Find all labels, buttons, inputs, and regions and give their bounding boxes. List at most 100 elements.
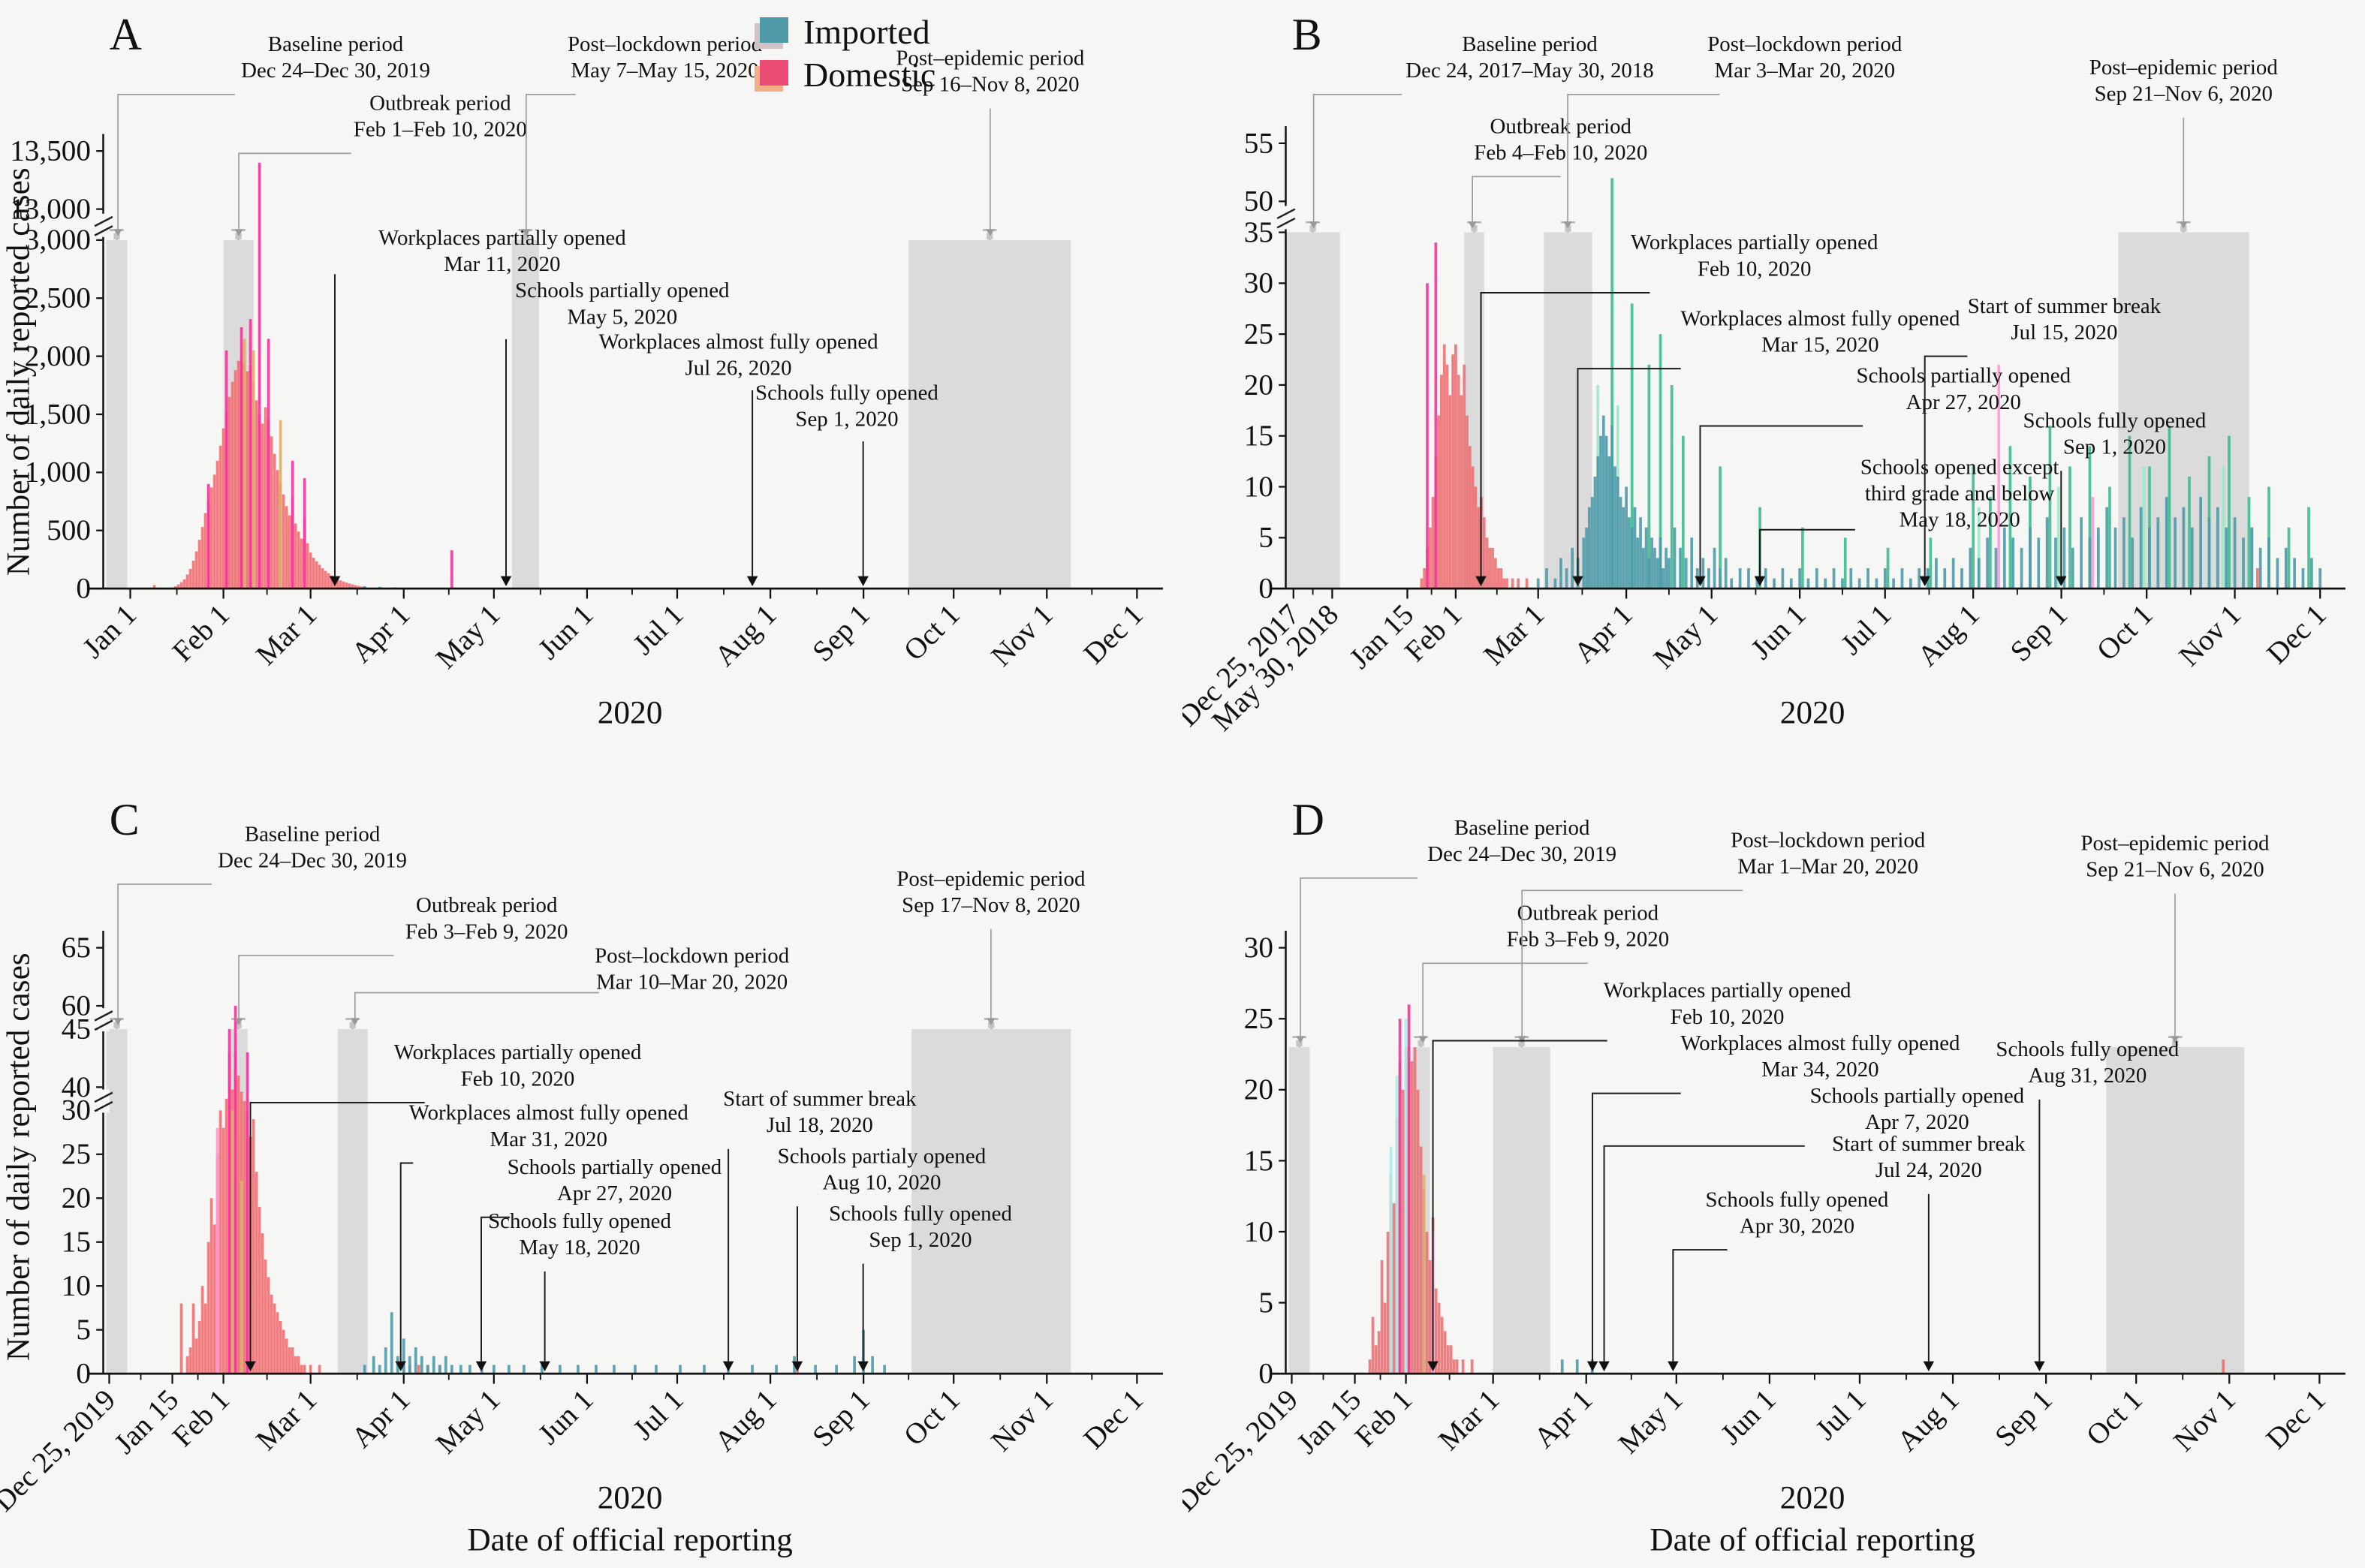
x-tick-label: Jul 1 (1835, 598, 1898, 661)
y-tick-label: 5 (1258, 522, 1273, 554)
bar-imported (2318, 568, 2322, 589)
bar-domestic (1491, 547, 1494, 589)
bar-imported (2242, 537, 2245, 589)
annotation-arrowhead (1468, 221, 1477, 229)
annotation-arrowhead (113, 1018, 122, 1025)
panel-D: 0 5 10 15 20 25 30 Dec 25, 2019 Jan 15 Feb 1 Mar 1… (1182, 785, 2365, 1566)
bar-accent-tan (1422, 1175, 1426, 1374)
annotation-leader (1672, 1249, 1728, 1362)
panel-letter: A (110, 10, 142, 59)
bar-accent-green (2188, 476, 2191, 589)
annotation-text: Workplaces almost fully opened (598, 330, 878, 354)
panel-B: 0 5 10 15 20 25 30 35 50 55 Dec 25, 2017 May 30, 20… (1182, 0, 2365, 781)
legend-item-imported: Imported (755, 12, 935, 52)
annotation-text: Schools fully opened (1706, 1187, 1889, 1211)
bar-imported (1625, 486, 1628, 589)
bar-imported (1977, 558, 1981, 589)
bar-accent-pink (2091, 497, 2095, 589)
bar-imported (703, 1365, 706, 1374)
bar-imported (1590, 497, 1594, 589)
x-tick-label: Dec 1 (1077, 1383, 1149, 1455)
period-cap-dot (1471, 225, 1478, 232)
bar-imported (1789, 578, 1793, 589)
annotation-arrowhead (395, 1361, 406, 1372)
annotation-arrowhead (329, 576, 341, 587)
annotation-text: Aug 31, 2020 (2028, 1064, 2147, 1088)
bar-domestic (173, 586, 177, 589)
bar-imported (2096, 527, 2100, 589)
annotation-text: Sep 21–Nov 6, 2020 (2095, 82, 2273, 106)
bar-domestic (273, 1303, 276, 1374)
annotation-arrowhead (475, 1361, 487, 1372)
bar-domestic (1410, 1061, 1414, 1374)
annotation-leader (238, 152, 351, 230)
y-tick-label: 50 (1244, 185, 1273, 218)
bar-imported (2020, 547, 2023, 589)
bar-imported (1849, 568, 1853, 589)
bar-imported (363, 1365, 366, 1374)
axis-break-mark (94, 1100, 113, 1112)
bar-domestic (1496, 568, 1500, 589)
bar-imported (1616, 476, 1619, 589)
bar-accent-magenta (240, 327, 243, 589)
bar-domestic (1488, 547, 1492, 589)
y-tick-label: 2,000 (25, 340, 91, 372)
annotation-text: Sep 1, 2020 (869, 1228, 972, 1252)
bar-imported (1641, 547, 1645, 589)
y-tick-label: 30 (62, 1094, 91, 1127)
bar-imported (2233, 517, 2237, 589)
bar-domestic (351, 584, 354, 589)
annotation-text: Mar 1–Mar 20, 2020 (1737, 855, 1918, 879)
bar-accent-cyan (1404, 1019, 1408, 1374)
bar-imported (1909, 578, 1912, 589)
y-tick-label: 10 (62, 1270, 91, 1302)
annotation-text: May 18, 2020 (1900, 508, 2020, 532)
y-tick-label: 10 (1244, 1215, 1273, 1247)
period-shade (1544, 232, 1592, 589)
bar-domestic (221, 1127, 225, 1374)
bar-accent-green (1630, 303, 1634, 589)
annotation-arrowhead (1754, 576, 1766, 587)
bar-domestic (1383, 1302, 1387, 1374)
bar-domestic (288, 1347, 291, 1374)
annotation-text: Schools fully opened (829, 1202, 1012, 1226)
period-shade (2106, 1047, 2245, 1374)
bar-domestic (188, 1347, 192, 1374)
annotation-text: Start of summer break (1832, 1132, 2026, 1156)
bar-imported (492, 1365, 496, 1374)
bar-imported (1585, 527, 1588, 589)
bar-domestic (276, 470, 279, 589)
annotation-arrowhead (522, 229, 531, 236)
annotation-text: Sep 21–Nov 6, 2020 (2086, 858, 2264, 882)
y-tick-label: 55 (1244, 127, 1273, 159)
bar-accent-magenta (303, 478, 306, 589)
bar-domestic (218, 1110, 222, 1374)
bar-domestic (297, 1356, 300, 1374)
y-tick-label: 15 (1244, 1145, 1273, 1177)
period-shade (911, 1029, 1071, 1374)
bar-accent-magenta (233, 1006, 237, 1374)
bar-imported (1935, 558, 1938, 589)
bar-domestic (1448, 395, 1452, 589)
period-shade (1493, 1047, 1550, 1374)
annotation-text: Workplaces partially opened (394, 1040, 642, 1064)
bar-imported (1773, 578, 1776, 589)
annotation-text: Post–lockdown period (595, 944, 790, 968)
bar-imported (2301, 568, 2305, 589)
bar-accent-green (1929, 537, 1933, 589)
bar-domestic (255, 1172, 258, 1374)
bar-accent-green (1989, 497, 1992, 589)
bar-imported (1665, 547, 1668, 589)
bar-domestic (327, 573, 330, 589)
period-shade (908, 239, 1071, 589)
bar-accent-green (2068, 466, 2071, 589)
x-tick-label: Jan 15 (108, 1383, 185, 1460)
bar-imported (1781, 568, 1785, 589)
bar-imported (679, 1365, 682, 1374)
annotation-text: Apr 7, 2020 (1865, 1110, 1969, 1134)
bar-domestic (303, 1365, 306, 1374)
annotation-text: Baseline period (1454, 816, 1590, 840)
bar-domestic (1446, 1345, 1450, 1374)
panel-letter: D (1292, 795, 1324, 844)
annotation-text: Mar 15, 2020 (1761, 333, 1878, 357)
